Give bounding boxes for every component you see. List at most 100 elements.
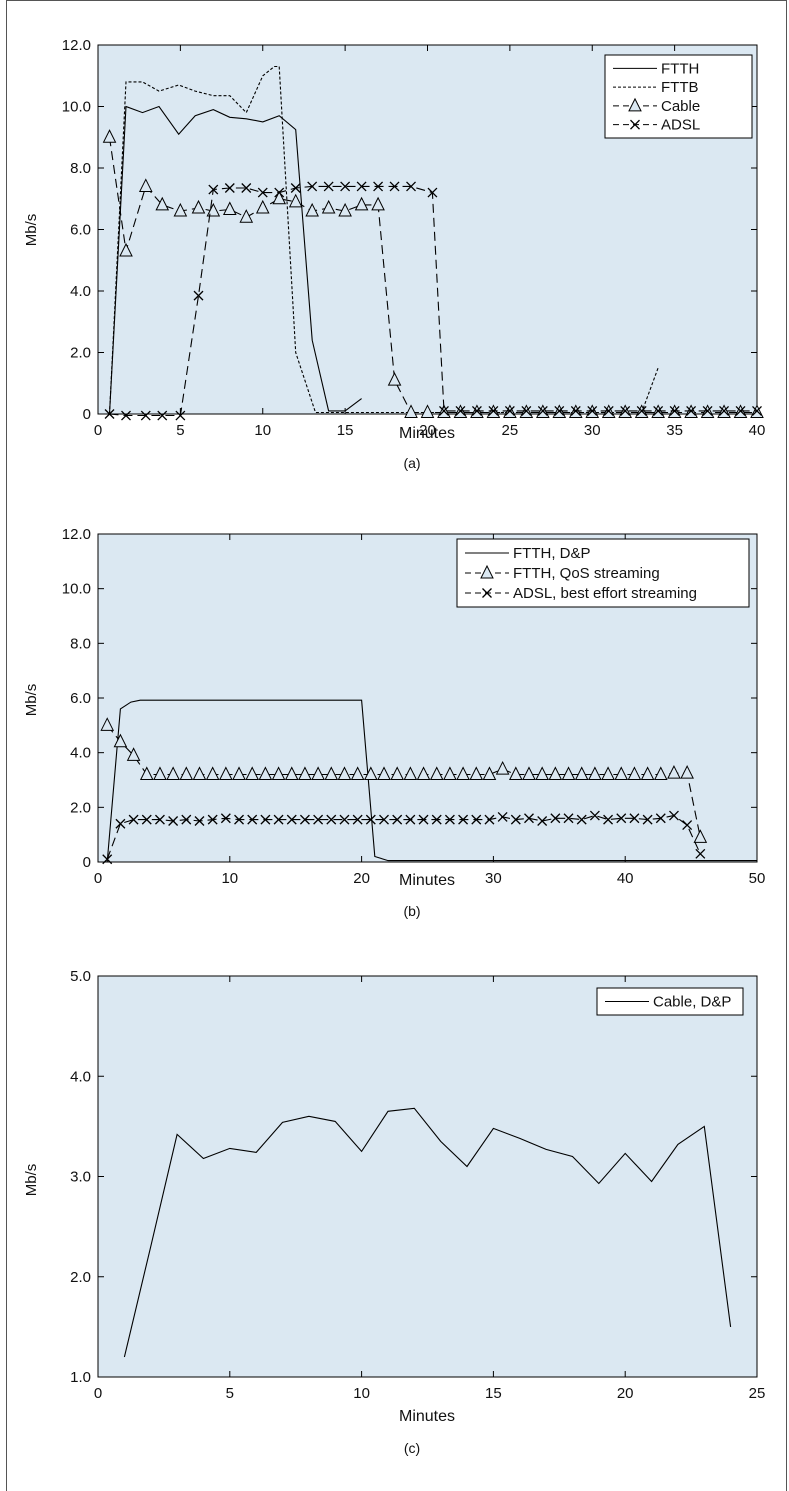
x-tick-label-a: 30 — [584, 422, 601, 439]
data-point-a-2 — [102, 129, 117, 143]
series-line-c-0 — [123, 1107, 732, 1358]
legend-label-a-0: FTTH — [661, 60, 699, 77]
data-point-a-3 — [439, 405, 449, 416]
y-tick-label-a: 6.0 — [70, 222, 91, 239]
data-point-b-1 — [166, 766, 180, 781]
data-point-b-2 — [655, 813, 666, 824]
data-point-b-2 — [194, 816, 205, 826]
data-point-b-2 — [141, 814, 152, 825]
y-tick-label-a: 2.0 — [70, 345, 91, 362]
data-point-a-2 — [305, 202, 319, 217]
data-point-b-1 — [614, 766, 629, 781]
data-point-a-3 — [504, 405, 515, 416]
x-tick-label-a: 35 — [666, 422, 683, 439]
data-point-a-3 — [389, 181, 400, 192]
data-point-a-2 — [404, 404, 418, 418]
data-point-b-1 — [522, 766, 536, 781]
x-tick-label-a: 40 — [749, 422, 766, 439]
data-point-a-2 — [155, 196, 170, 211]
data-point-a-3 — [554, 405, 565, 416]
data-point-a-2 — [173, 202, 188, 217]
data-point-b-1 — [139, 766, 154, 781]
data-point-b-2 — [207, 814, 218, 825]
data-point-a-3 — [488, 405, 499, 416]
data-point-b-1 — [653, 766, 668, 781]
panel-label-a: (a) — [403, 455, 420, 471]
data-point-b-2 — [339, 814, 350, 825]
data-point-b-2 — [102, 854, 113, 865]
data-point-a-3 — [140, 410, 151, 421]
data-point-a-3 — [653, 405, 664, 416]
y-tick-label-b: 4.0 — [70, 745, 91, 762]
data-point-a-3 — [427, 187, 438, 198]
series-line-b-2 — [106, 814, 701, 860]
y-tick-label-b: 12.0 — [62, 526, 91, 543]
data-point-a-3 — [603, 405, 614, 416]
legend-label-a-2: Cable — [661, 98, 700, 115]
chart-panel-b: 0 10 20 30 40 50 0 2.0 4.0 6.0 8.0 10.0 12.0 FTTH, D… — [23, 526, 765, 919]
plot-area-c — [97, 975, 758, 1378]
series-line-a-3 — [109, 185, 757, 417]
data-point-a-2 — [119, 242, 133, 257]
y-tick-label-a: 12.0 — [62, 37, 91, 54]
legend-a: FTTH FTTB Cable ADSL — [604, 54, 753, 139]
x-axis-label-c: Minutes — [399, 1408, 455, 1425]
legend-label-b-0: FTTH, D&P — [513, 545, 591, 562]
data-point-b-1 — [561, 766, 576, 781]
data-point-b-1 — [495, 760, 510, 775]
data-point-b-1 — [680, 765, 694, 779]
y-tick-label-a: 8.0 — [70, 160, 91, 177]
data-point-b-1 — [627, 766, 642, 781]
data-point-b-2 — [365, 814, 376, 825]
data-point-b-2 — [537, 816, 548, 826]
data-point-b-2 — [563, 813, 574, 824]
data-point-a-3 — [537, 405, 548, 416]
data-point-a-3 — [340, 181, 351, 192]
series-line-b-0 — [106, 699, 757, 863]
data-point-b-1 — [232, 766, 246, 781]
data-point-a-2 — [138, 178, 153, 192]
data-point-b-2 — [629, 813, 640, 824]
data-point-b-2 — [682, 820, 693, 831]
x-tick-label-c: 25 — [749, 1385, 766, 1402]
data-point-a-2 — [321, 199, 336, 214]
data-point-b-1 — [324, 766, 339, 781]
data-point-b-2 — [181, 814, 192, 825]
x-axis-label-a: Minutes — [399, 425, 455, 442]
x-tick-label-a: 10 — [254, 422, 271, 439]
x-tick-label-c: 20 — [617, 1385, 634, 1402]
series-line-a-0 — [108, 105, 362, 415]
data-point-a-3 — [356, 181, 367, 192]
y-tick-label-c: 5.0 — [70, 968, 91, 985]
data-point-a-2 — [371, 196, 385, 211]
data-point-a-3 — [323, 181, 334, 192]
data-point-a-3 — [521, 405, 532, 416]
data-point-a-3 — [274, 187, 285, 198]
data-point-b-1 — [298, 766, 312, 781]
data-point-b-1 — [179, 766, 194, 781]
data-point-a-2 — [387, 372, 402, 386]
data-point-b-2 — [603, 814, 614, 825]
data-point-b-1 — [284, 766, 299, 781]
y-tick-label-b: 8.0 — [70, 635, 91, 652]
data-point-b-1 — [113, 733, 128, 748]
data-point-a-3 — [735, 405, 746, 416]
y-tick-label-a: 10.0 — [62, 99, 91, 116]
x-tick-label-b: 30 — [485, 870, 502, 887]
legend-marker-a-2 — [628, 97, 642, 112]
data-point-b-2 — [247, 814, 258, 825]
data-point-b-1 — [390, 766, 404, 781]
data-point-b-2 — [524, 813, 534, 824]
data-point-b-2 — [313, 814, 324, 825]
data-point-b-1 — [601, 766, 615, 781]
chart-panel-c: 0 5 10 15 20 25 1.0 2.0 3.0 4.0 5.0 Cable, D&P Min… — [23, 968, 765, 1456]
x-tick-label-c: 10 — [353, 1385, 370, 1402]
x-tick-label-a: 5 — [176, 422, 184, 439]
data-point-a-3 — [104, 409, 115, 419]
y-axis-label-c: Mb/s — [23, 1164, 40, 1197]
data-point-b-1 — [667, 765, 681, 779]
data-point-b-1 — [258, 766, 273, 781]
data-point-a-2 — [288, 193, 303, 208]
data-point-a-3 — [702, 405, 713, 416]
